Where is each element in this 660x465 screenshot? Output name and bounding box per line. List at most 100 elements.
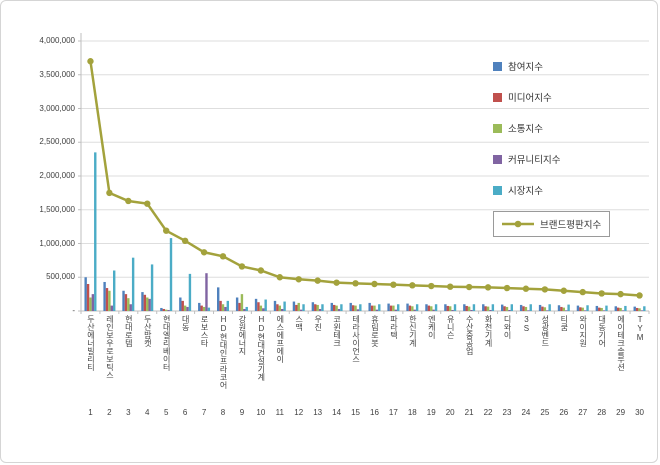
category-rank-label: 8 — [220, 408, 226, 417]
category-rank-label: 29 — [616, 408, 626, 417]
bar-커뮤니티지수 — [432, 309, 435, 311]
legend-label: 미디어지수 — [508, 93, 552, 104]
category-label: 코윈테크 — [332, 315, 342, 347]
bar-커뮤니티지수 — [583, 310, 587, 311]
bar-시장지수 — [510, 304, 513, 311]
bar-참여지수 — [368, 302, 371, 311]
line-marker — [541, 286, 549, 293]
bar-시장지수 — [567, 304, 570, 311]
bar-커뮤니티지수 — [621, 310, 625, 311]
line-marker — [598, 290, 605, 297]
category-rank-label: 10 — [256, 408, 266, 417]
bar-시장지수 — [113, 270, 116, 311]
bar-미디어지수 — [579, 307, 582, 311]
category-label: 레인보우로보틱스 — [105, 315, 115, 379]
y-tick-label: 4,000,000 — [39, 36, 75, 45]
category-rank-label: 25 — [540, 408, 550, 417]
bar-미디어지수 — [105, 288, 109, 311]
bar-미디어지수 — [484, 306, 487, 311]
bar-소통지수 — [638, 308, 641, 311]
bar-참여지수 — [217, 287, 220, 311]
bar-참여지수 — [198, 302, 201, 311]
category-rank-label: 20 — [445, 408, 455, 417]
category-label: 성광벤드 — [540, 315, 550, 347]
bar-커뮤니티지수 — [451, 309, 454, 311]
legend-swatch-communication — [493, 123, 502, 133]
bar-참여지수 — [538, 304, 542, 311]
bar-미디어지수 — [257, 302, 260, 311]
bar-미디어지수 — [617, 307, 620, 311]
line-marker — [87, 58, 94, 65]
bar-소통지수 — [146, 297, 149, 311]
line-marker — [200, 249, 208, 256]
bar-미디어지수 — [333, 304, 336, 311]
legend-label: 소통지수 — [508, 124, 543, 135]
category-rank-label: 24 — [521, 408, 531, 417]
category-label: 파라텍 — [389, 315, 399, 339]
category-rank-label: 2 — [107, 408, 112, 417]
bar-참여지수 — [292, 301, 296, 311]
bar-참여지수 — [595, 305, 599, 311]
bar-소통지수 — [221, 304, 225, 311]
y-tick-label: 500,000 — [46, 272, 75, 282]
bar-커뮤니티지수 — [299, 309, 303, 311]
bar-커뮤니티지수 — [186, 306, 189, 311]
bar-참여지수 — [254, 298, 258, 311]
category-label: 두산밥캣 — [143, 315, 153, 347]
bar-커뮤니티지수 — [508, 309, 511, 311]
bar-커뮤니티지수 — [243, 308, 246, 311]
bar-커뮤니티지수 — [205, 273, 208, 311]
bar-커뮤니티지수 — [489, 309, 492, 311]
y-tick-label: 1,000,000 — [39, 238, 75, 248]
line-marker — [352, 280, 359, 287]
category-rank-label: 6 — [182, 408, 188, 417]
bar-커뮤니티지수 — [375, 309, 379, 311]
bar-참여지수 — [330, 302, 333, 311]
bar-소통지수 — [524, 306, 528, 311]
category-label: 현대엘리베이터 — [162, 315, 172, 371]
line-marker — [579, 288, 586, 296]
bar-소통지수 — [486, 306, 490, 311]
line-marker — [503, 284, 511, 292]
bar-미디어지수 — [351, 305, 355, 311]
legend-swatch-media — [493, 92, 502, 102]
category-rank-label: 14 — [332, 408, 342, 417]
bar-시장지수 — [359, 304, 362, 311]
bar-미디어지수 — [598, 307, 601, 311]
bar-참여지수 — [179, 297, 182, 311]
bar-커뮤니티지수 — [356, 309, 360, 311]
bar-미디어지수 — [503, 306, 506, 311]
category-label: 대동기어 — [597, 315, 607, 347]
category-rank-label: 18 — [407, 408, 417, 417]
bar-시장지수 — [207, 307, 211, 311]
bar-소통지수 — [316, 304, 319, 311]
bar-시장지수 — [586, 305, 589, 311]
legend-line-marker-sample — [502, 220, 534, 228]
bar-커뮤니티지수 — [394, 309, 397, 311]
bar-시장지수 — [472, 304, 476, 311]
bar-미디어지수 — [200, 305, 203, 311]
category-rank-label: 22 — [483, 408, 493, 417]
line-marker — [371, 280, 378, 288]
line-marker — [144, 200, 151, 207]
bar-소통지수 — [619, 307, 622, 311]
category-rank-label: 15 — [351, 408, 360, 417]
legend-item-participation-index: 참여지수 — [493, 56, 610, 76]
category-label: 로보스타 — [200, 315, 210, 347]
bar-미디어지수 — [541, 306, 544, 311]
y-tick-label: - — [72, 306, 75, 315]
bar-참여지수 — [141, 292, 144, 311]
bar-참여지수 — [425, 304, 428, 311]
y-tick-label: 1,500,000 — [39, 204, 75, 214]
bar-커뮤니티지수 — [565, 310, 568, 311]
bar-시장지수 — [529, 304, 532, 311]
category-rank-label: 28 — [597, 408, 607, 417]
bar-참여지수 — [633, 306, 636, 311]
bar-소통지수 — [127, 298, 130, 311]
bar-참여지수 — [482, 304, 485, 311]
bar-시장지수 — [415, 304, 419, 311]
category-rank-label: 11 — [275, 408, 284, 417]
bar-커뮤니티지수 — [546, 310, 549, 311]
legend-swatch-market — [493, 185, 502, 195]
